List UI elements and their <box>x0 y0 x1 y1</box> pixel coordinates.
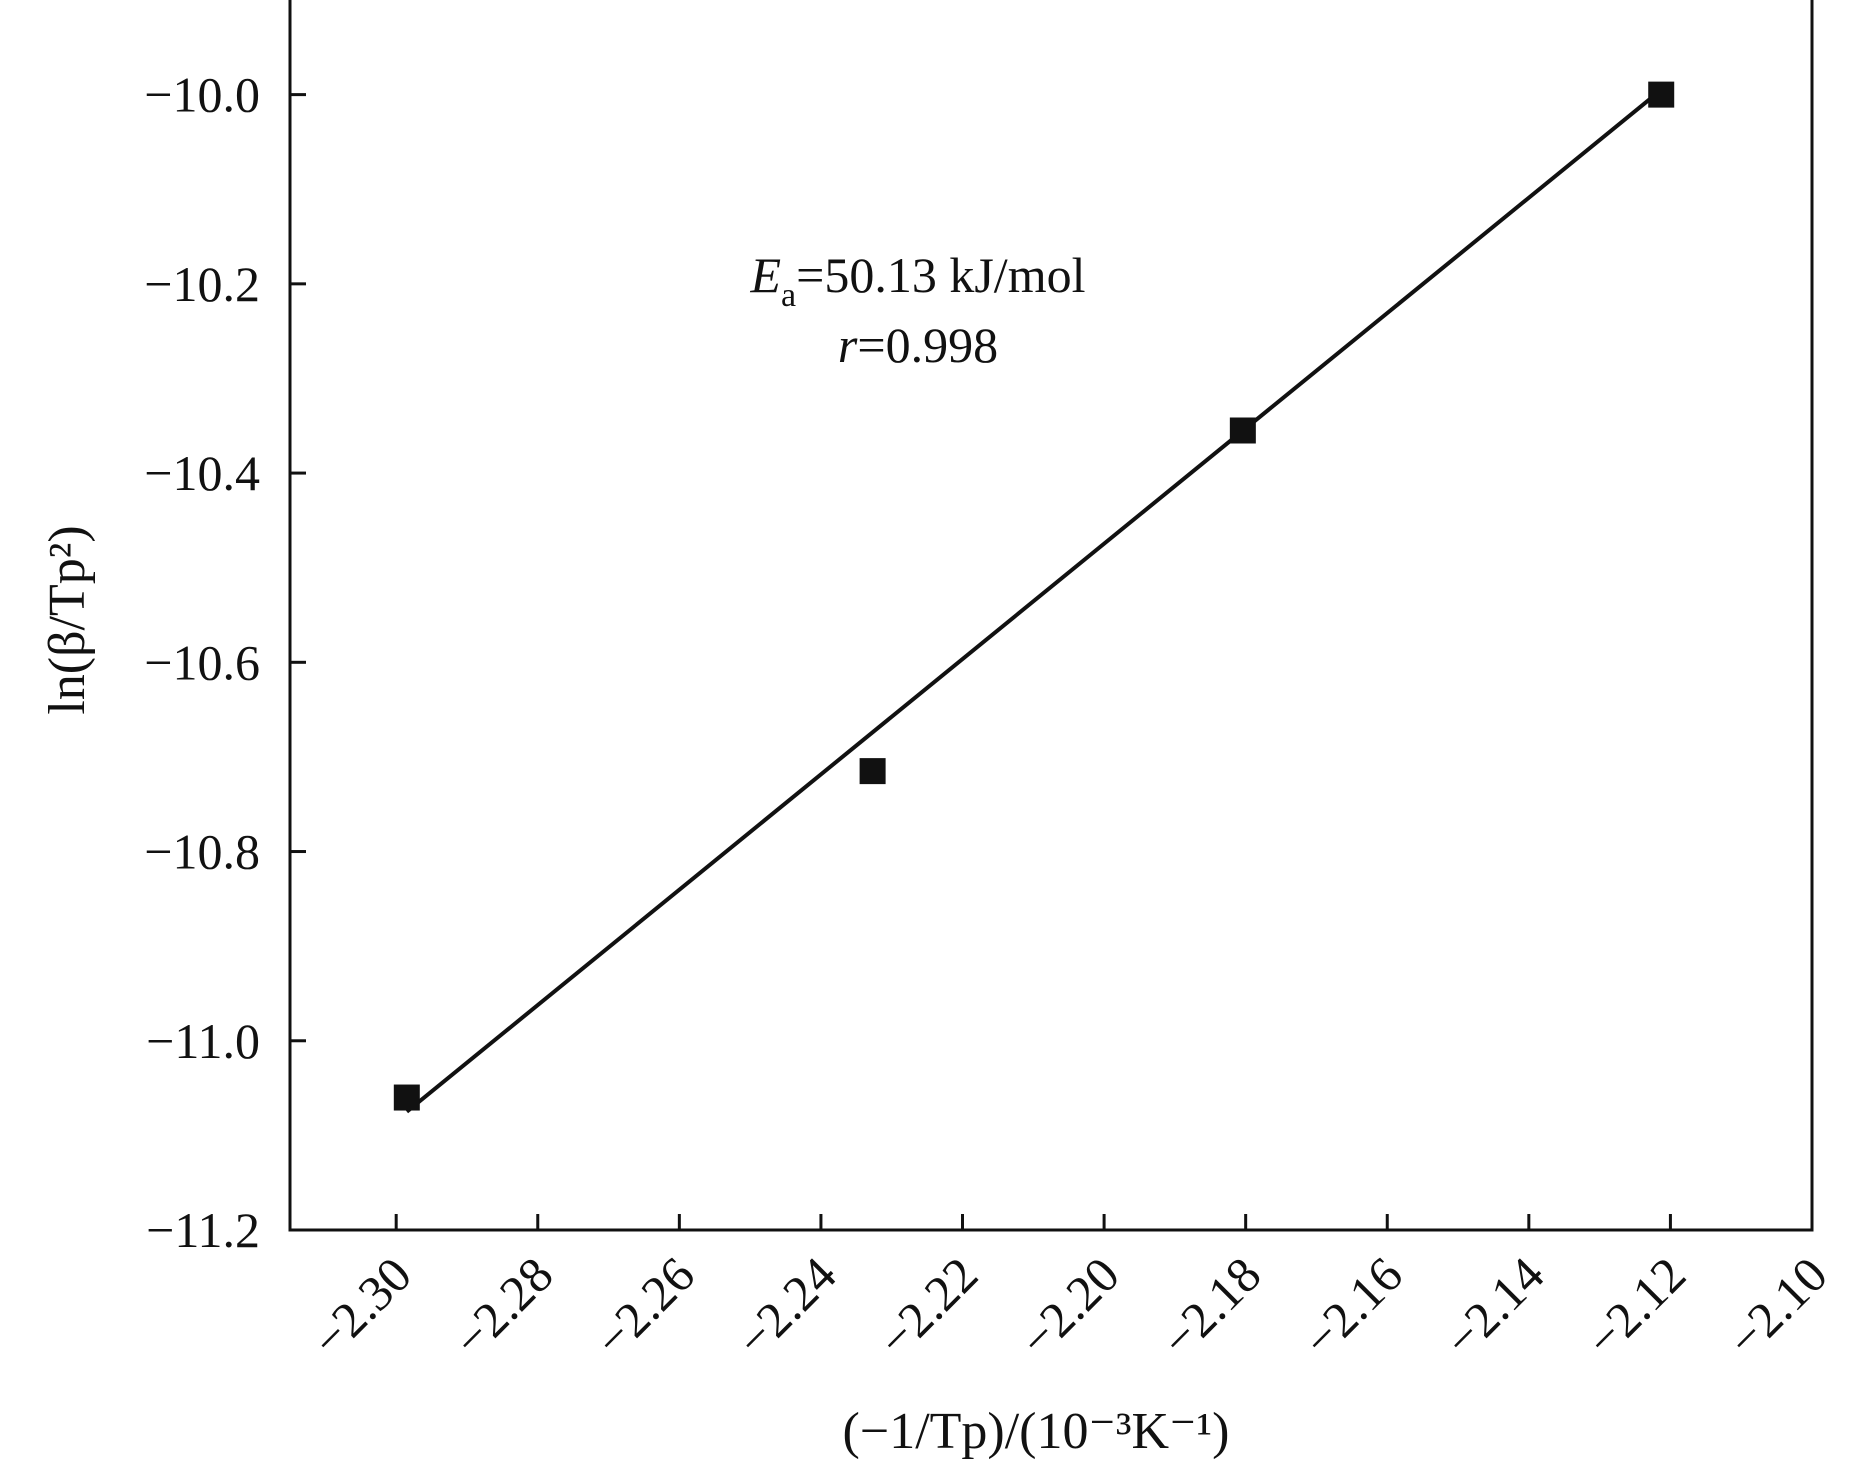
y-tick-label: −11.0 <box>146 1013 260 1069</box>
y-tick-label: −10.8 <box>144 824 260 880</box>
annotation-r-symbol: r <box>838 317 858 373</box>
x-tick-label: −2.26 <box>584 1246 705 1367</box>
y-axis-title: ln(β/Tp²) <box>39 525 96 714</box>
fit-line <box>405 88 1663 1114</box>
annotation-ea: Ea=50.13 kJ/mol <box>750 247 1086 314</box>
data-point <box>859 758 886 785</box>
x-tick-label: −2.28 <box>442 1246 563 1367</box>
x-axis-title: (−1/Tp)/(10⁻³K⁻¹) <box>843 1403 1230 1460</box>
x-tick-label: −2.18 <box>1150 1246 1271 1367</box>
plot-frame <box>288 0 1814 1232</box>
y-tick-label: −10.4 <box>144 445 260 501</box>
annotation-r-value: =0.998 <box>857 317 998 373</box>
data-point <box>393 1084 420 1111</box>
annotation-r: r=0.998 <box>838 317 998 373</box>
annotation-ea-subscript: a <box>781 277 796 314</box>
x-tick-label: −2.14 <box>1433 1246 1554 1367</box>
x-tick-label: −2.20 <box>1008 1246 1129 1367</box>
y-tick-label: −10.6 <box>144 634 260 690</box>
x-tick-label: −2.10 <box>1716 1246 1837 1367</box>
x-tick-label: −2.12 <box>1575 1246 1696 1367</box>
x-tick-label: −2.16 <box>1292 1246 1413 1367</box>
annotation-ea-symbol: E <box>750 247 782 303</box>
x-tick-label: −2.30 <box>301 1246 422 1367</box>
x-tick-label: −2.22 <box>867 1246 988 1367</box>
data-point <box>1648 81 1675 108</box>
data-point <box>1229 417 1256 444</box>
y-tick-label: −10.0 <box>144 67 260 123</box>
y-tick-label: −10.2 <box>144 256 260 312</box>
y-tick-label: −11.2 <box>146 1202 260 1258</box>
x-tick-label: −2.24 <box>725 1246 846 1367</box>
annotation-ea-value: =50.13 kJ/mol <box>796 247 1085 303</box>
